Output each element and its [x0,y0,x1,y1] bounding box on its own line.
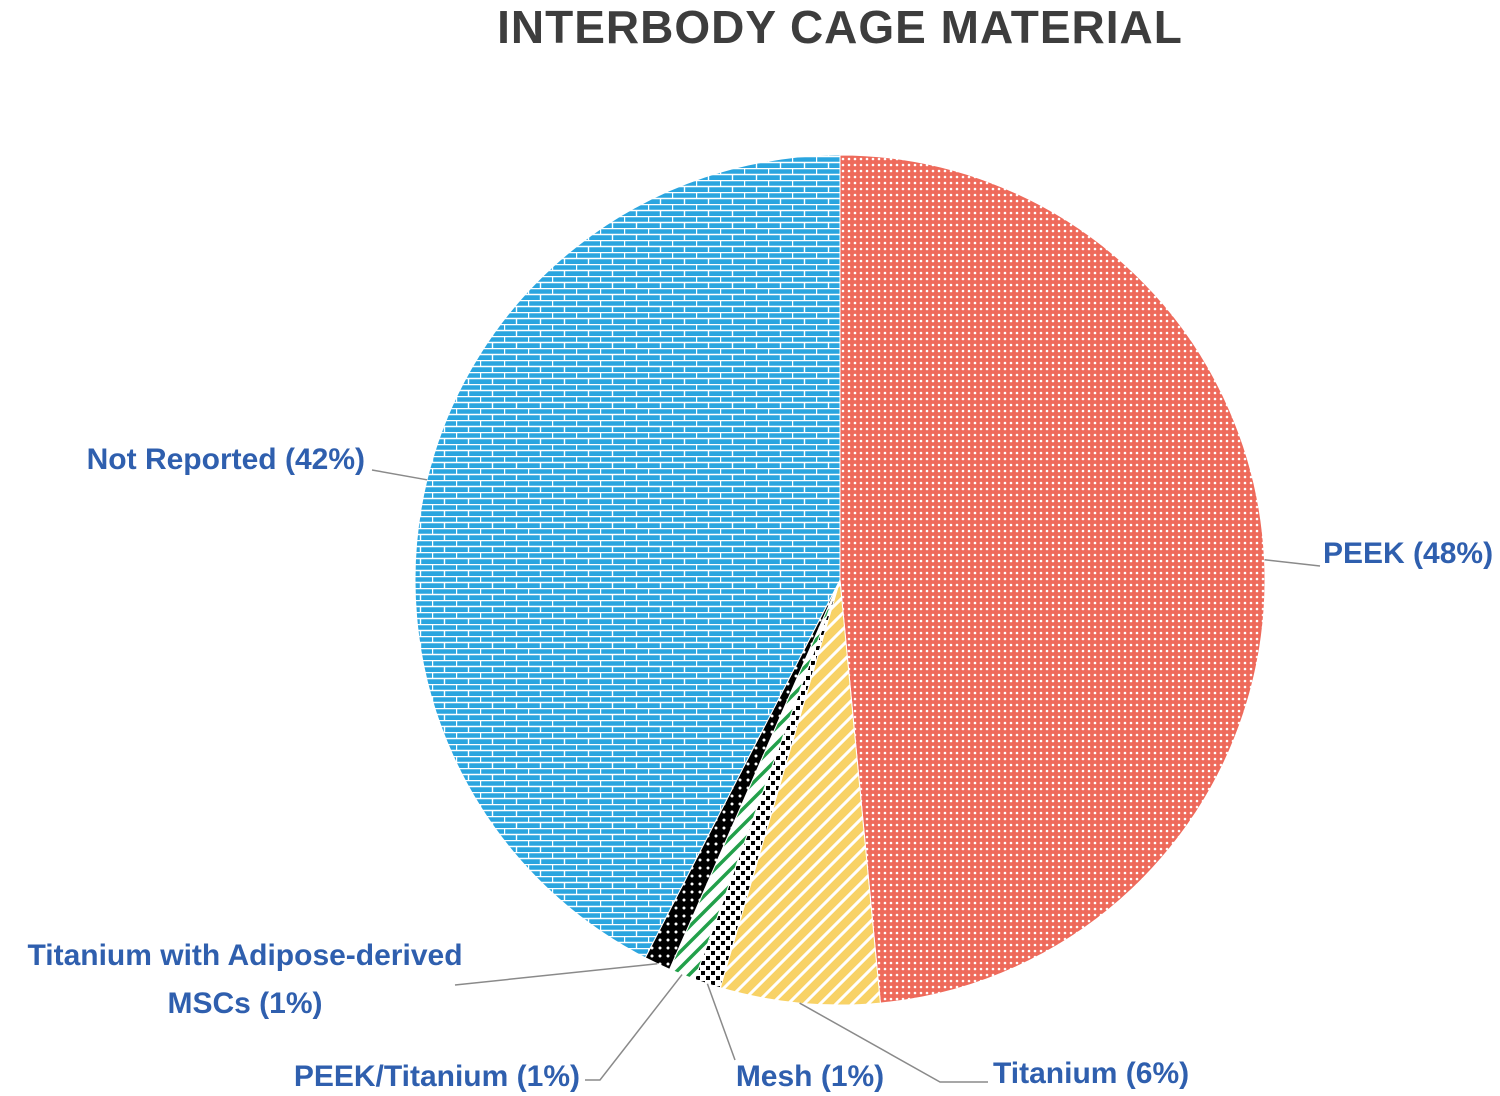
pie-slice [414,154,841,959]
leader-line [706,983,736,1061]
leader-line [454,962,658,986]
data-label: Titanium (6%) [993,1057,1190,1090]
pie-slice [839,154,1266,1004]
leader-line [799,1002,988,1083]
data-label: Titanium with Adipose-derived MSCs (1%) [27,939,463,1020]
chart-title: INTERBODY CAGE MATERIAL [497,1,1183,53]
leader-line [585,974,683,1081]
leader-line [371,469,428,481]
data-label: PEEK/Titanium (1%) [293,1060,580,1093]
leader-line [1264,559,1321,567]
data-label: Mesh (1%) [735,1060,885,1093]
data-label: Not Reported (42%) [86,443,365,476]
data-label: PEEK (48%) [1323,537,1494,570]
